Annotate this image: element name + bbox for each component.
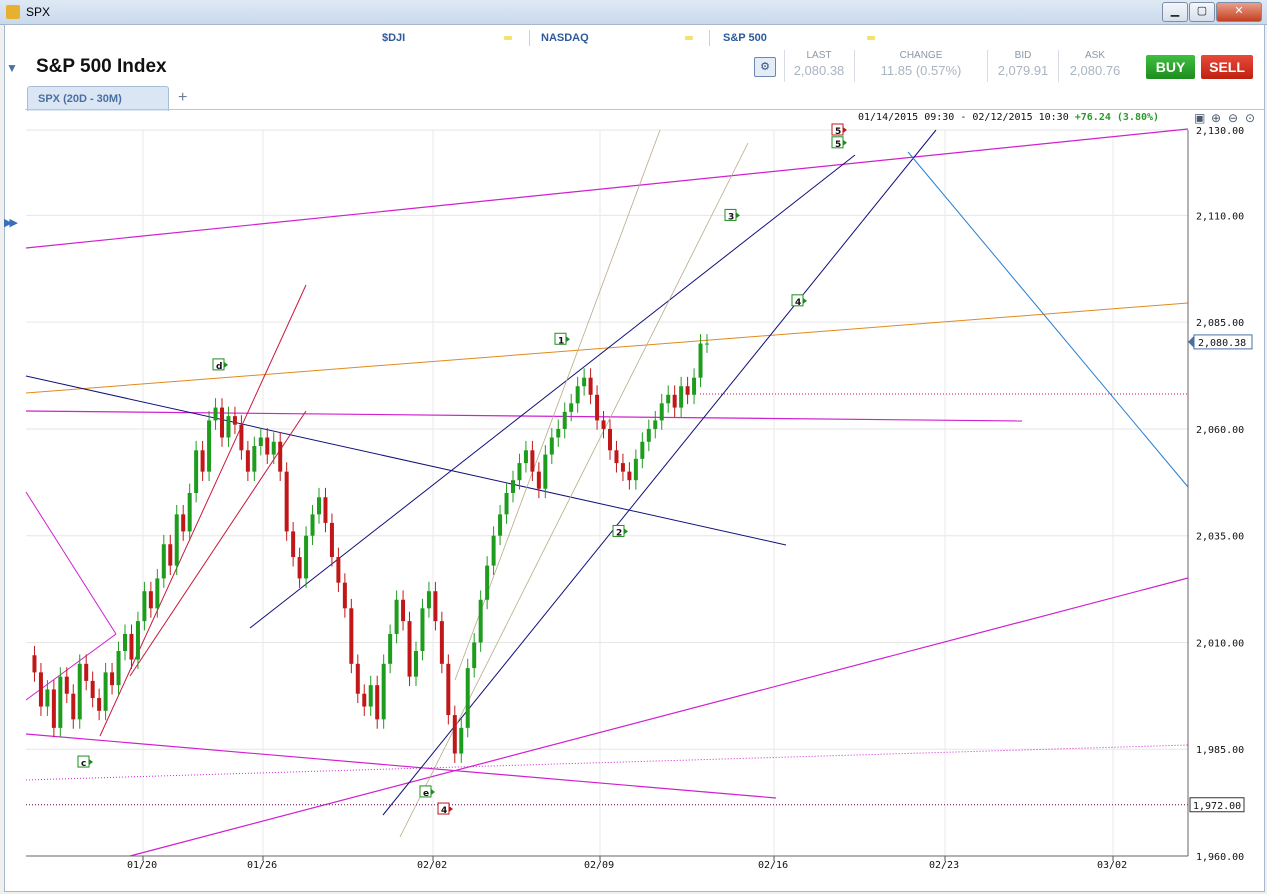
minimize-button[interactable]: ▁ xyxy=(1162,2,1188,22)
fit-window-icon[interactable]: ▣ xyxy=(1194,111,1206,125)
date-range: 01/14/2015 09:30 - 02/12/2015 10:30 +76.… xyxy=(858,112,1159,123)
java-app-icon xyxy=(6,5,20,19)
page-title: S&P 500 Index xyxy=(36,56,167,77)
quote-ask-value: 2,080.76 xyxy=(1069,63,1121,78)
window-title: SPX xyxy=(26,5,51,19)
quote-ask-label: ASK xyxy=(1084,50,1105,61)
maximize-button[interactable]: ▢ xyxy=(1189,2,1215,22)
quote-ask: ASK 2,080.76 xyxy=(1062,50,1128,84)
buy-button[interactable]: BUY xyxy=(1146,55,1195,79)
quote-last-value: 2,080.38 xyxy=(793,63,845,78)
ticker-divider xyxy=(709,30,710,46)
quote-last: LAST 2,080.38 xyxy=(786,50,852,84)
quote-change: CHANGE 11.85 (0.57%) xyxy=(858,50,984,84)
collapse-chevron-icon[interactable]: ▼ xyxy=(6,61,18,75)
tab-spx-chart[interactable]: SPX (20D - 30M) xyxy=(27,86,169,111)
ticker-nasdaq-flag-icon xyxy=(685,36,693,40)
expand-panel-icon[interactable]: ▶▶ xyxy=(4,217,18,229)
ticker-sp500-flag-icon xyxy=(867,36,875,40)
window-titlebar: SPX ▁ ▢ ✕ xyxy=(0,0,1267,25)
ticker-dji[interactable]: $DJI xyxy=(382,32,406,44)
zoom-reset-icon[interactable]: ⊙ xyxy=(1245,111,1256,125)
quote-change-label: CHANGE xyxy=(899,50,943,61)
quote-divider xyxy=(784,50,785,82)
close-button[interactable]: ✕ xyxy=(1216,2,1262,22)
quote-divider xyxy=(854,50,855,82)
ticker-nasdaq[interactable]: NASDAQ xyxy=(541,32,589,44)
zoom-out-icon[interactable]: ⊖ xyxy=(1228,111,1239,125)
quote-bid-label: BID xyxy=(1014,50,1032,61)
ticker-dji-flag-icon xyxy=(504,36,512,40)
ticker-sp500[interactable]: S&P 500 xyxy=(723,32,767,44)
add-tab-button[interactable]: + xyxy=(178,89,188,106)
quote-bid: BID 2,079.91 xyxy=(990,50,1056,84)
ticker-divider xyxy=(529,30,530,46)
date-range-dates: 01/14/2015 09:30 - 02/12/2015 10:30 xyxy=(858,112,1069,123)
quote-bid-value: 2,079.91 xyxy=(997,63,1049,78)
chart-panel xyxy=(25,109,1264,891)
date-range-change: +76.24 (3.80%) xyxy=(1074,112,1160,123)
quote-divider xyxy=(987,50,988,82)
zoom-in-icon[interactable]: ⊕ xyxy=(1211,111,1222,125)
quote-change-value: 11.85 (0.57%) xyxy=(880,63,962,78)
tab-label: SPX (20D - 30M) xyxy=(38,93,122,105)
quote-settings-icon[interactable]: ⚙ xyxy=(754,57,776,77)
sell-button[interactable]: SELL xyxy=(1201,55,1253,79)
quote-divider xyxy=(1058,50,1059,82)
quote-last-label: LAST xyxy=(806,50,832,61)
